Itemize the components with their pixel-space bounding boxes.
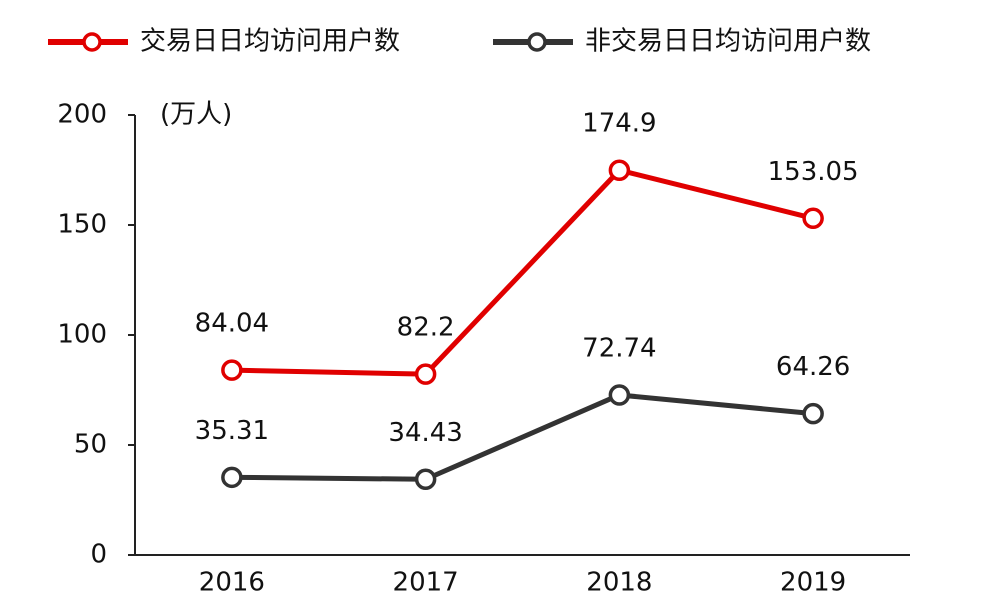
x-tick-label: 2019 [780, 568, 846, 598]
y-tick-label: 200 [57, 100, 107, 130]
series-line [231, 392, 814, 482]
data-label: 82.2 [397, 313, 455, 343]
legend-label: 交易日日均访问用户数 [140, 27, 400, 57]
data-point [802, 207, 824, 230]
y-axis-label: (万人) [160, 100, 232, 130]
data-label: 153.05 [768, 157, 859, 187]
data-label: 174.9 [582, 109, 656, 139]
y-tick-label: 150 [57, 210, 107, 240]
data-label: 84.04 [195, 309, 269, 339]
x-tick-label: 2018 [586, 568, 652, 598]
data-point [414, 363, 437, 385]
legend-marker [82, 32, 102, 52]
data-label: 64.26 [776, 352, 850, 382]
data-label: 72.74 [582, 333, 656, 363]
data-point [608, 159, 631, 181]
data-point [414, 468, 437, 491]
y-tick-label: 0 [90, 540, 107, 570]
legend-label: 非交易日日均访问用户数 [585, 27, 871, 57]
y-tick-label: 100 [57, 320, 107, 350]
data-point [221, 359, 243, 381]
x-tick-label: 2017 [393, 568, 459, 598]
data-point [221, 466, 243, 489]
y-tick-label: 50 [74, 430, 107, 460]
series-line [231, 167, 814, 377]
x-tick-label: 2016 [199, 568, 265, 598]
data-label: 35.31 [195, 416, 269, 446]
data-point [802, 402, 824, 425]
data-point [608, 384, 631, 406]
legend-marker [527, 32, 547, 52]
data-label: 34.43 [388, 418, 462, 448]
